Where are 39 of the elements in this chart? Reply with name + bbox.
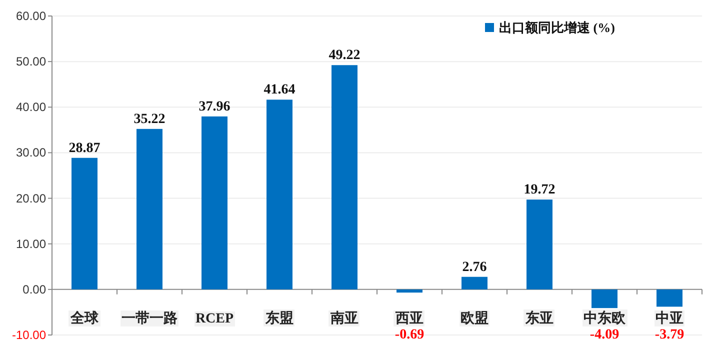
x-tick-label: 西亚	[394, 310, 424, 326]
bar	[266, 100, 292, 290]
x-tick-label: 东亚	[524, 309, 554, 326]
data-label: 2.76	[462, 260, 487, 275]
data-label: 28.87	[68, 140, 100, 156]
x-tick-label: 一带一路	[122, 310, 178, 326]
bar	[332, 65, 358, 290]
data-label: -4.09	[590, 327, 620, 342]
bar	[526, 200, 552, 290]
y-tick-label: 40.00	[16, 100, 46, 114]
y-tick-label: -10.00	[12, 328, 46, 342]
bar	[72, 158, 98, 290]
x-tick-label: 中亚	[656, 310, 684, 326]
bar	[396, 289, 422, 293]
y-tick-label: 0.00	[22, 282, 46, 296]
y-tick-label: 30.00	[16, 146, 46, 160]
data-label: -3.79	[654, 327, 684, 342]
data-label: 35.22	[134, 112, 166, 127]
x-tick-label: RCEP	[195, 311, 234, 326]
y-tick-label: 20.00	[16, 191, 46, 206]
x-tick-label: 东盟	[264, 309, 294, 326]
data-label: 37.96	[198, 99, 230, 114]
y-tick-label: 60.00	[16, 9, 46, 23]
x-tick-label: 中东欧	[584, 309, 626, 326]
y-tick-label: 10.00	[16, 236, 46, 251]
bar	[202, 116, 228, 290]
legend-label: 出口额同比增速 (%)	[499, 20, 615, 35]
bar	[656, 289, 682, 307]
data-label: 49.22	[328, 48, 360, 64]
bar	[136, 128, 162, 290]
x-tick-label: 全球	[70, 310, 100, 326]
data-label: 19.72	[524, 182, 556, 198]
data-label: -0.69	[394, 327, 424, 342]
data-label: 41.64	[264, 82, 296, 98]
y-tick-label: 50.00	[16, 54, 46, 69]
bar	[592, 289, 618, 308]
bar	[462, 276, 488, 290]
x-tick-label: 欧盟	[460, 310, 488, 326]
x-tick-label: 南亚	[330, 310, 358, 326]
